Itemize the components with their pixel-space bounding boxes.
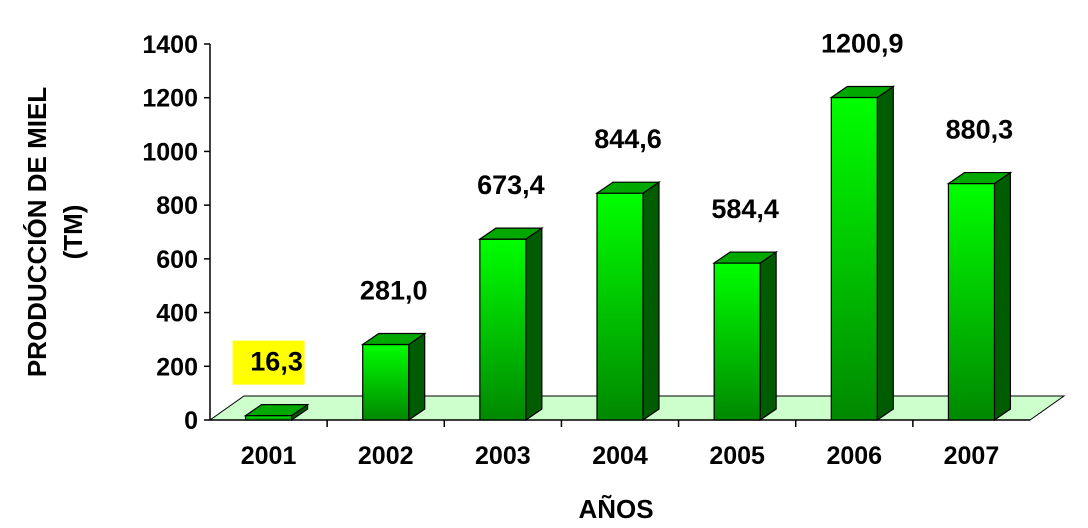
bar-2007 — [946, 171, 1013, 422]
bar-top — [243, 404, 310, 417]
x-tick-label: 2004 — [592, 442, 648, 470]
bar-2005 — [712, 250, 779, 422]
bar-2002 — [360, 332, 427, 422]
data-label-2001: 16,3 — [250, 347, 303, 377]
x-axis-ticks: 2001 2002 2003 2004 2005 2006 2007 — [241, 420, 999, 470]
y-tick-label: 1200 — [142, 85, 198, 113]
bar-side — [759, 250, 777, 422]
bar-side — [642, 181, 660, 422]
bar-front — [596, 192, 644, 421]
bar-front — [830, 96, 878, 421]
bar-side — [876, 85, 894, 422]
y-tick-label: 600 — [156, 246, 198, 274]
x-tick-label: 2003 — [475, 442, 531, 470]
x-axis-title: AÑOS — [578, 494, 653, 524]
y-tick-label: 1400 — [142, 31, 198, 59]
y-axis-title-line-2: (TM) — [58, 205, 88, 260]
data-labels: 16,3 281,0 673,4 844,6 584,4 1200,9 880,3 — [232, 28, 1014, 385]
bar-top — [712, 251, 779, 264]
bar-side — [993, 171, 1012, 422]
y-tick-label: 1000 — [142, 138, 198, 166]
y-axis-title: PRODUCCIÓN DE MIEL (TM) — [22, 87, 88, 377]
data-label-2007: 880,3 — [946, 115, 1014, 145]
y-axis-ticks: 0 200 400 600 800 1000 1200 1400 — [142, 31, 210, 435]
bar-top — [829, 85, 896, 99]
bar-top — [477, 227, 544, 240]
data-label-2002: 281,0 — [360, 276, 428, 306]
x-tick-label: 2002 — [358, 442, 414, 470]
bar-2004 — [595, 181, 661, 422]
bar-side — [525, 227, 543, 422]
data-label-2004: 844,6 — [594, 124, 662, 154]
data-label-2005: 584,4 — [711, 194, 779, 224]
bar-side — [408, 332, 426, 422]
y-tick-label: 0 — [184, 407, 198, 435]
bar-front — [713, 262, 761, 421]
y-tick-label: 200 — [156, 353, 198, 381]
y-axis-title-line-1: PRODUCCIÓN DE MIEL — [22, 87, 52, 377]
bar-front — [362, 343, 410, 421]
y-tick-label: 800 — [156, 192, 198, 220]
bar-front — [244, 415, 293, 421]
x-tick-label: 2006 — [826, 442, 882, 470]
bar-2001 — [243, 403, 310, 422]
bar-top — [360, 332, 427, 346]
bar-2006 — [829, 85, 896, 422]
bar-front — [947, 182, 996, 421]
data-label-highlight — [232, 340, 305, 385]
y-tick-label: 400 — [156, 300, 198, 328]
x-tick-label: 2007 — [944, 442, 1000, 470]
data-label-2003: 673,4 — [477, 170, 545, 200]
x-tick-label: 2001 — [241, 442, 297, 470]
bars — [243, 85, 1013, 422]
bar-2003 — [477, 227, 544, 422]
bar-top — [595, 181, 661, 194]
bar-front — [479, 238, 527, 421]
bar-top — [946, 171, 1013, 185]
data-label-2006: 1200,9 — [821, 28, 904, 58]
x-tick-label: 2005 — [709, 442, 765, 470]
